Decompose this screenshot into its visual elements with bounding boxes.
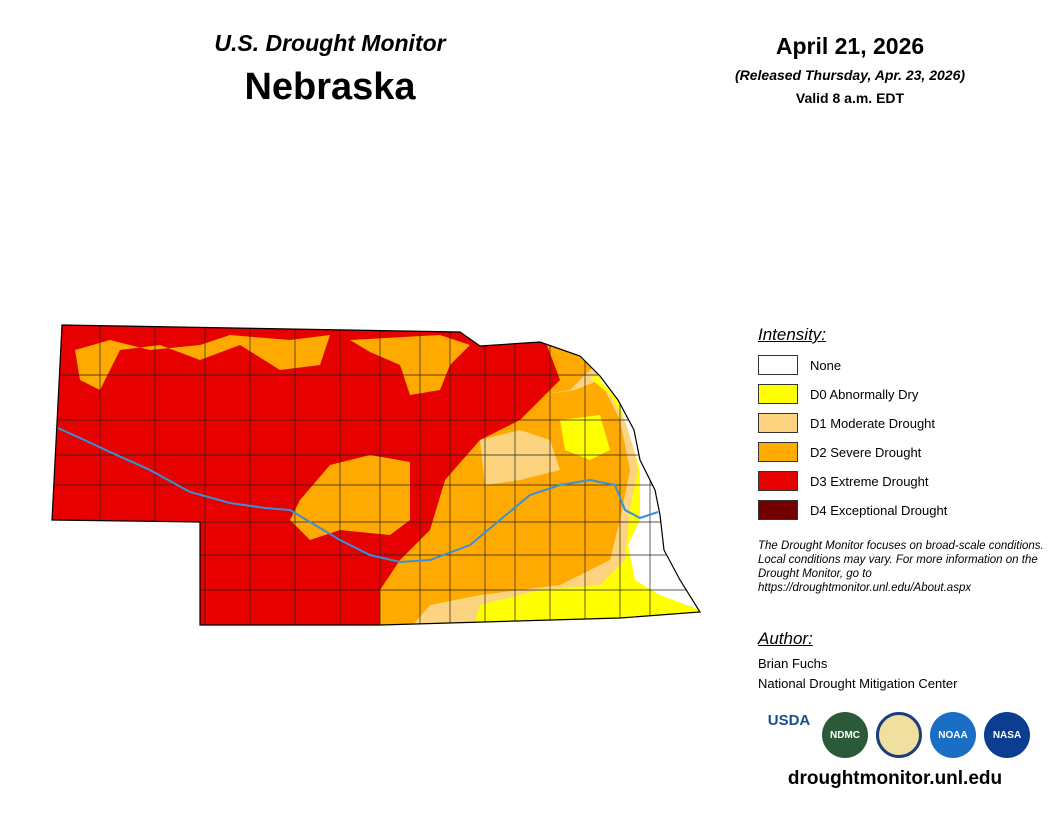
county-lines bbox=[52, 325, 700, 625]
program-title: U.S. Drought Monitor bbox=[214, 30, 446, 56]
legend-item: D0 Abnormally Dry bbox=[758, 384, 918, 404]
author-org: National Drought Mitigation Center bbox=[758, 676, 958, 691]
legend-label: None bbox=[810, 357, 842, 373]
logo: USDA bbox=[766, 712, 812, 758]
map bbox=[51, 324, 702, 626]
logo: NOAA bbox=[930, 712, 976, 758]
legend-item: D3 Extreme Drought bbox=[758, 471, 929, 491]
author-title: Author: bbox=[758, 629, 813, 648]
logo: NASA bbox=[984, 712, 1030, 758]
state-outline bbox=[51, 324, 702, 626]
legend-swatch bbox=[758, 500, 798, 520]
legend-label: D0 Abnormally Dry bbox=[810, 386, 919, 402]
seal bbox=[876, 712, 922, 758]
legend-swatch bbox=[758, 384, 798, 404]
legend-swatch bbox=[758, 442, 798, 462]
author-name: Brian Fuchs bbox=[758, 656, 828, 671]
legend-label: D4 Exceptional Drought bbox=[810, 502, 948, 518]
legend-title: Intensity: bbox=[758, 325, 827, 344]
site-url: droughtmonitor.unl.edu bbox=[787, 768, 1003, 789]
legend-label: D2 Severe Drought bbox=[810, 444, 922, 460]
legend-label: D1 Moderate Drought bbox=[810, 415, 936, 431]
state-title: Nebraska bbox=[244, 66, 416, 108]
legend-item: D2 Severe Drought bbox=[758, 442, 921, 462]
logo: NDMC bbox=[822, 712, 868, 758]
legend-swatch bbox=[758, 413, 798, 433]
valid-time: Valid 8 a.m. EDT bbox=[795, 90, 905, 106]
legend-swatch bbox=[758, 355, 798, 375]
river bbox=[57, 427, 659, 564]
release-date: (Released Thursday, Apr. 23, 2026) bbox=[734, 67, 966, 83]
map-date: April 21, 2026 bbox=[775, 33, 925, 59]
legend-label: D3 Extreme Drought bbox=[810, 473, 929, 489]
note: The Drought Monitor focuses on broad-sca… bbox=[758, 540, 1044, 594]
legend-swatch bbox=[758, 471, 798, 491]
legend-item: None bbox=[758, 355, 841, 375]
legend-item: D4 Exceptional Drought bbox=[758, 500, 947, 520]
legend-item: D1 Moderate Drought bbox=[758, 413, 935, 433]
